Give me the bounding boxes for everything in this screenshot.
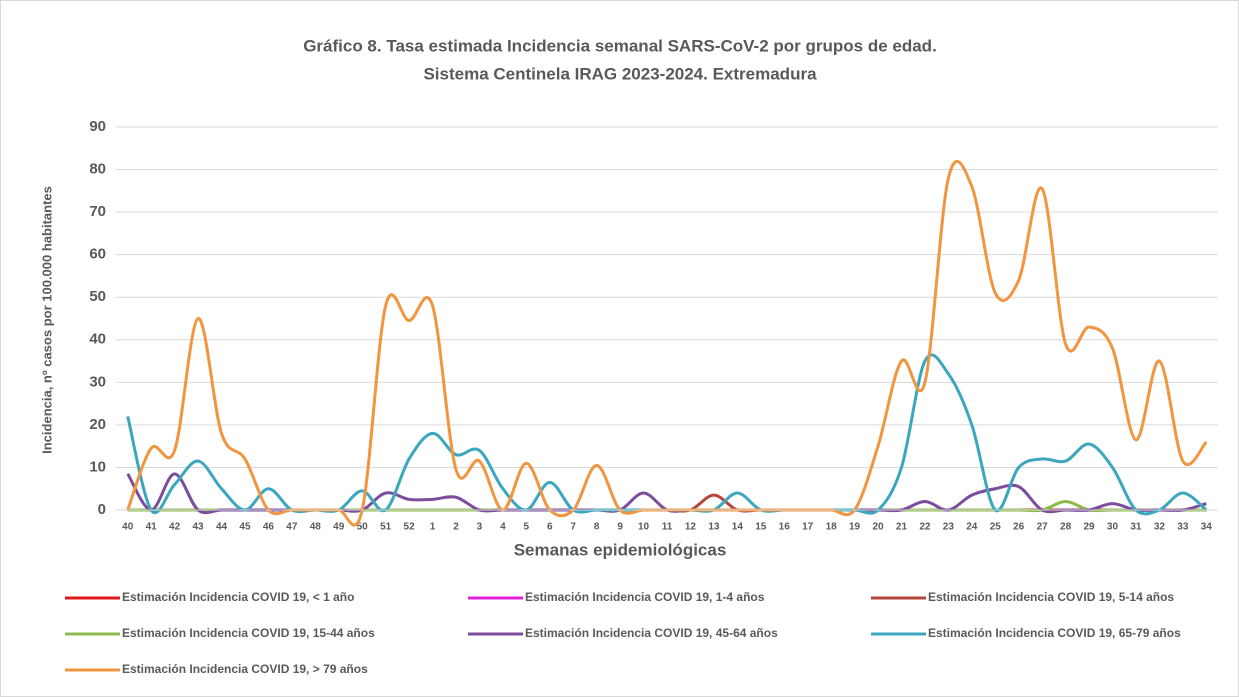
x-tick-label: 19 — [849, 522, 861, 533]
x-tick-label: 32 — [1154, 522, 1166, 533]
x-tick-label: 26 — [1013, 522, 1025, 533]
x-tick-label: 42 — [169, 522, 181, 533]
x-tick-label: 3 — [477, 522, 483, 533]
x-tick-label: 17 — [802, 522, 814, 533]
y-tick-label: 90 — [89, 118, 106, 135]
y-tick-label: 50 — [89, 288, 106, 305]
x-tick-label: 18 — [826, 522, 838, 533]
x-tick-label: 51 — [380, 522, 392, 533]
x-tick-label: 34 — [1201, 522, 1213, 533]
x-tick-label: 10 — [638, 522, 650, 533]
x-tick-label: 28 — [1060, 522, 1072, 533]
x-tick-label: 46 — [263, 522, 275, 533]
chart-subtitle: Sistema Centinela IRAG 2023-2024. Extrem… — [423, 64, 817, 83]
legend-label: Estimación Incidencia COVID 19, 5-14 año… — [928, 590, 1174, 604]
legend-label: Estimación Incidencia COVID 19, 45-64 añ… — [525, 626, 778, 640]
x-tick-label: 21 — [896, 522, 908, 533]
x-tick-label: 43 — [193, 522, 205, 533]
x-tick-label: 13 — [708, 522, 720, 533]
x-tick-label: 27 — [1037, 522, 1049, 533]
x-tick-label: 6 — [547, 522, 553, 533]
x-tick-label: 23 — [943, 522, 955, 533]
legend-label: Estimación Incidencia COVID 19, < 1 año — [122, 590, 354, 604]
x-tick-label: 45 — [239, 522, 251, 533]
x-tick-label: 44 — [216, 522, 228, 533]
legend-label: Estimación Incidencia COVID 19, > 79 año… — [122, 662, 368, 676]
chart-title: Gráfico 8. Tasa estimada Incidencia sema… — [303, 36, 937, 55]
x-tick-label: 22 — [919, 522, 931, 533]
y-tick-label: 20 — [89, 416, 106, 433]
y-tick-label: 40 — [89, 331, 106, 348]
x-tick-label: 20 — [872, 522, 884, 533]
x-tick-label: 47 — [286, 522, 298, 533]
x-tick-label: 30 — [1107, 522, 1119, 533]
x-tick-label: 40 — [122, 522, 134, 533]
x-tick-label: 29 — [1083, 522, 1095, 533]
x-tick-label: 15 — [755, 522, 767, 533]
legend-label: Estimación Incidencia COVID 19, 65-79 añ… — [928, 626, 1181, 640]
x-tick-label: 49 — [333, 522, 345, 533]
legend-label: Estimación Incidencia COVID 19, 15-44 añ… — [122, 626, 375, 640]
x-tick-label: 50 — [357, 522, 369, 533]
x-tick-label: 33 — [1177, 522, 1189, 533]
x-tick-label: 1 — [430, 522, 436, 533]
x-tick-label: 52 — [404, 522, 416, 533]
x-tick-label: 8 — [594, 522, 600, 533]
x-tick-label: 5 — [524, 522, 530, 533]
x-tick-label: 12 — [685, 522, 697, 533]
x-tick-label: 24 — [966, 522, 978, 533]
y-tick-label: 30 — [89, 373, 106, 390]
x-tick-label: 48 — [310, 522, 322, 533]
x-tick-label: 4 — [500, 522, 506, 533]
legend-label: Estimación Incidencia COVID 19, 1-4 años — [525, 590, 765, 604]
x-tick-label: 14 — [732, 522, 744, 533]
y-tick-label: 70 — [89, 203, 106, 220]
x-axis-label: Semanas epidemiológicas — [514, 540, 727, 559]
y-axis-label: Incidencia, nº casos por 100.000 habitan… — [39, 186, 54, 454]
x-tick-label: 7 — [570, 522, 576, 533]
y-tick-label: 0 — [98, 501, 106, 518]
x-tick-label: 41 — [146, 522, 158, 533]
x-tick-label: 9 — [617, 522, 623, 533]
y-tick-label: 60 — [89, 246, 106, 263]
x-tick-label: 16 — [779, 522, 791, 533]
x-tick-label: 2 — [453, 522, 459, 533]
y-tick-label: 80 — [89, 161, 106, 178]
x-tick-label: 11 — [662, 522, 673, 533]
x-tick-label: 25 — [990, 522, 1002, 533]
x-tick-label: 31 — [1130, 522, 1142, 533]
y-tick-label: 10 — [89, 458, 106, 475]
